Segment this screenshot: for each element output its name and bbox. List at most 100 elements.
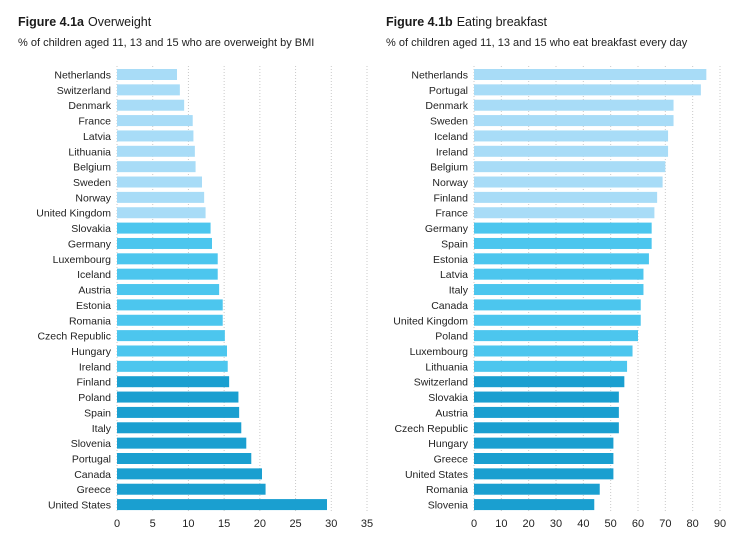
bar <box>117 222 211 234</box>
category-label: France <box>435 208 468 220</box>
bar <box>117 207 206 219</box>
bar <box>117 376 230 388</box>
category-label: Lithuania <box>425 361 468 373</box>
category-label: Poland <box>78 392 111 404</box>
category-label: Finland <box>434 192 469 204</box>
category-label: Greece <box>77 484 112 496</box>
bar <box>474 268 644 280</box>
category-label: Canada <box>431 300 468 312</box>
bar <box>117 422 242 434</box>
category-label: Italy <box>92 423 112 435</box>
x-tick-label: 15 <box>218 518 230 530</box>
category-label: Poland <box>435 331 468 343</box>
x-tick-label: 80 <box>687 518 699 530</box>
bar <box>474 145 669 157</box>
bar <box>117 314 223 326</box>
title-text: Eating breakfast <box>456 15 548 29</box>
figure-label: Figure 4.1a <box>18 15 84 29</box>
category-label: Sweden <box>430 116 468 128</box>
category-label: Austria <box>435 407 468 419</box>
category-label: Spain <box>441 238 468 250</box>
breakfast-panel: Figure 4.1b Eating breakfast % of childre… <box>375 0 750 544</box>
x-tick-label: 25 <box>289 518 301 530</box>
category-label: Denmark <box>68 100 111 112</box>
bar <box>117 99 185 111</box>
category-label: Spain <box>84 407 111 419</box>
bar <box>117 69 177 80</box>
category-label: Belgium <box>430 162 468 174</box>
bar <box>117 237 212 249</box>
bar <box>474 130 669 142</box>
bar <box>474 84 701 96</box>
bar <box>117 437 247 449</box>
bar <box>474 453 614 464</box>
figure-label: Figure 4.1b <box>386 15 453 29</box>
bar <box>117 268 218 280</box>
bar <box>474 499 595 511</box>
category-label: Ireland <box>79 361 111 373</box>
bar <box>117 453 252 464</box>
bar <box>117 115 193 127</box>
category-label: Austria <box>78 285 111 297</box>
overweight-panel: Figure 4.1a Overweight % of children aged… <box>18 15 373 530</box>
bar <box>474 406 619 418</box>
category-label: Germany <box>425 223 469 235</box>
category-label: Canada <box>74 469 111 481</box>
bar <box>117 284 220 296</box>
category-label: Lithuania <box>68 146 111 158</box>
bar <box>117 483 266 495</box>
x-tick-label: 30 <box>550 518 562 530</box>
category-label: Luxembourg <box>53 254 112 266</box>
chart-subtitle: % of children aged 11, 13 and 15 who are… <box>18 37 315 49</box>
x-tick-label: 0 <box>471 518 477 530</box>
category-label: Portugal <box>429 85 468 97</box>
bar <box>474 69 707 80</box>
x-tick-label: 35 <box>361 518 373 530</box>
category-label: Slovenia <box>428 500 468 512</box>
bar <box>117 391 239 403</box>
category-label: Germany <box>68 238 112 250</box>
bar <box>117 191 205 203</box>
bar <box>474 299 641 311</box>
category-label: Sweden <box>73 177 111 189</box>
category-label: Norway <box>432 177 468 189</box>
bar <box>117 345 227 357</box>
bar <box>474 345 633 357</box>
bar <box>474 222 652 234</box>
x-tick-label: 0 <box>114 518 120 530</box>
category-label: Hungary <box>428 438 468 450</box>
category-label: Switzerland <box>57 85 111 97</box>
bar <box>474 376 625 388</box>
category-label: Luxembourg <box>410 346 469 358</box>
bar <box>474 176 663 188</box>
category-label: Latvia <box>440 269 468 281</box>
category-label: Romania <box>69 315 111 327</box>
overweight-bar-chart: 0 5 10 15 20 25 30 35 Netherlands Switzerland Denm… <box>36 66 373 530</box>
x-tick-label: 50 <box>605 518 617 530</box>
category-label: Latvia <box>83 131 111 143</box>
chart-subtitle: % of children aged 11, 13 and 15 who eat… <box>386 37 688 49</box>
bar <box>474 191 658 203</box>
chart-title: Figure 4.1b Eating breakfast <box>386 15 547 29</box>
category-label: Czech Republic <box>394 423 468 435</box>
category-label: Czech Republic <box>37 331 111 343</box>
bar <box>474 360 628 372</box>
breakfast-bar-chart: 0 10 20 30 40 50 60 70 80 90 Netherlands Portugal De… <box>393 66 726 530</box>
bar <box>117 145 195 157</box>
category-label: Estonia <box>76 300 111 312</box>
bar <box>474 207 655 219</box>
category-label: United States <box>48 500 111 512</box>
category-label: Netherlands <box>411 70 468 82</box>
category-label: Netherlands <box>54 70 111 82</box>
category-label: Slovenia <box>71 438 111 450</box>
category-label: Ireland <box>436 146 468 158</box>
bar <box>117 161 196 173</box>
bar <box>474 99 674 111</box>
title-text: Overweight <box>88 15 152 29</box>
bar <box>474 237 652 249</box>
x-tick-label: 40 <box>577 518 589 530</box>
bar <box>117 253 218 265</box>
x-tick-label: 20 <box>254 518 266 530</box>
bar <box>474 253 649 265</box>
category-label: Romania <box>426 484 468 496</box>
